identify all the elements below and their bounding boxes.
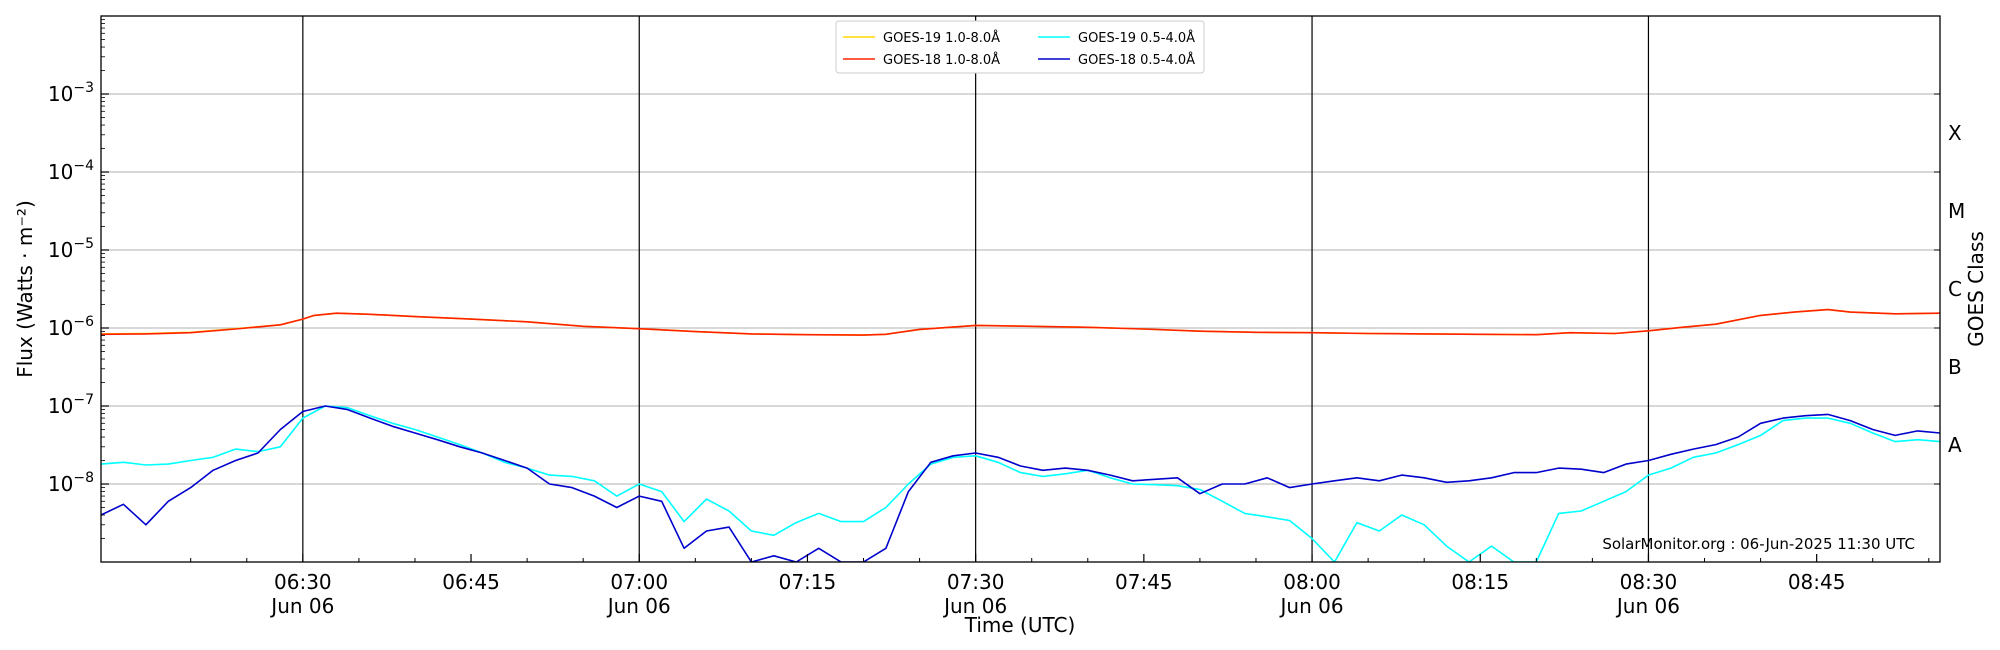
y-tick-label: 10−8 <box>48 470 94 496</box>
x-tick-sublabel: Jun 06 <box>1279 594 1344 618</box>
y-axis-ticks: 10−3 10−4 10−5 10−6 10−7 10−8 <box>48 19 109 539</box>
x-tick-label: 07:30 <box>947 570 1005 594</box>
goes-class-label: X <box>1948 121 1962 145</box>
x-tick-sublabel: Jun 06 <box>269 594 334 618</box>
x-tick-label: 08:00 <box>1283 570 1341 594</box>
plot-frame <box>100 15 1941 563</box>
goes-class-ticks: X M C B A <box>1934 15 1965 563</box>
x-tick-label: 08:15 <box>1451 570 1509 594</box>
legend-label: GOES-18 0.5-4.0Å <box>1078 52 1195 68</box>
x-tick-label: 07:45 <box>1115 570 1173 594</box>
series-line-2 <box>101 308 1940 336</box>
x-tick-label: 08:45 <box>1788 570 1846 594</box>
series-line-4 <box>101 405 1940 562</box>
y2-axis-label: GOES Class <box>1964 231 1988 347</box>
y-tick-label: 10−4 <box>48 158 94 184</box>
legend-box <box>835 20 1205 74</box>
x-tick-label: 07:15 <box>779 570 837 594</box>
x-tick-sublabel: Jun 06 <box>606 594 671 618</box>
y-axis-label: Flux (Watts · m⁻²) <box>13 200 37 378</box>
y-tick-label: 10−7 <box>48 392 94 418</box>
goes-class-label: A <box>1948 433 1962 457</box>
time-markers <box>302 16 1650 562</box>
y-tick-label: 10−6 <box>48 314 94 340</box>
x-tick-sublabel: Jun 06 <box>1615 594 1680 618</box>
x-tick-label: 07:00 <box>610 570 668 594</box>
goes-class-label: B <box>1948 355 1962 379</box>
credit-text: SolarMonitor.org : 06-Jun-2025 11:30 UTC <box>1602 535 1915 553</box>
legend: GOES-19 1.0-8.0Å GOES-19 0.5-4.0Å GOES-18 … <box>835 20 1205 74</box>
x-tick-sublabel: Jun 06 <box>942 594 1007 618</box>
y-tick-label: 10−5 <box>48 236 94 262</box>
legend-label: GOES-18 1.0-8.0Å <box>883 52 1000 68</box>
legend-label: GOES-19 0.5-4.0Å <box>1078 30 1195 46</box>
y-tick-label: 10−3 <box>48 80 94 106</box>
gridlines <box>101 93 1940 485</box>
x-tick-label: 06:30 <box>274 570 332 594</box>
legend-label: GOES-19 1.0-8.0Å <box>883 30 1000 46</box>
x-tick-label: 06:45 <box>442 570 500 594</box>
goes-class-label: M <box>1948 199 1965 223</box>
x-axis-label: Time (UTC) <box>964 613 1076 637</box>
series-lines <box>101 308 1940 562</box>
goes-class-label: C <box>1948 277 1962 301</box>
x-tick-label: 08:30 <box>1620 570 1678 594</box>
series-line-3 <box>101 405 1940 562</box>
